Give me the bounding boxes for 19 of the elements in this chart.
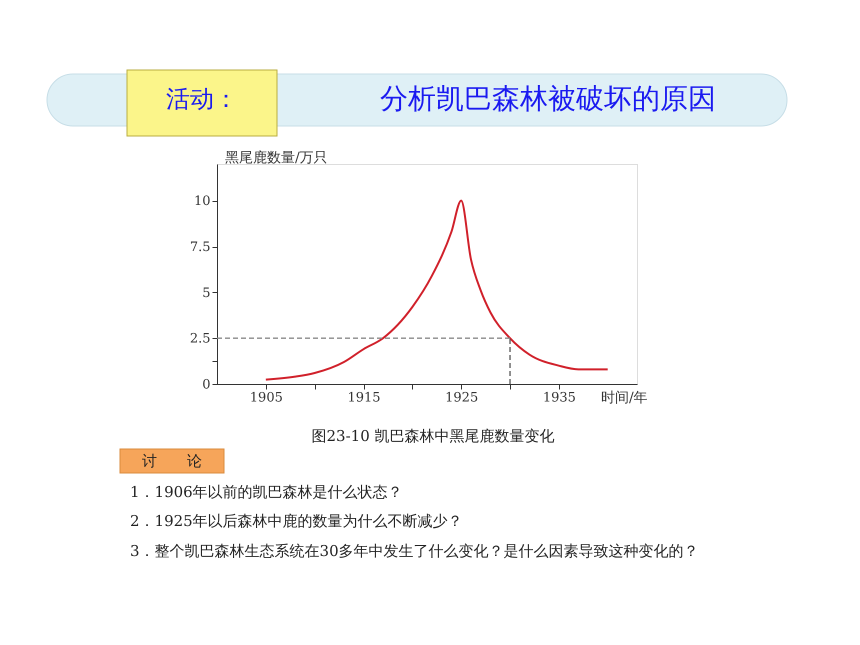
x-tick-label: 1905 bbox=[250, 390, 283, 406]
y-tick-label: 10 bbox=[194, 194, 210, 210]
x-axis-title: 时间/年 bbox=[601, 390, 648, 406]
y-tick-label: 7.5 bbox=[190, 240, 210, 255]
text: 讨 论 bbox=[142, 452, 202, 470]
x-tick-label: 1915 bbox=[347, 390, 381, 406]
text: 3．整个凯巴森林生态系统在30多年中发生了什么变化？是什么因素导致这种变化的？ bbox=[130, 542, 699, 560]
y-tick-label: 2.5 bbox=[190, 332, 210, 347]
y-tick-label: 5 bbox=[202, 286, 210, 301]
line-series bbox=[264, 200, 609, 381]
text: 1．1906年以前的凯巴森林是什么状态？ bbox=[130, 483, 403, 501]
y-axis-title: 黑尾鹿数量/万只 bbox=[225, 150, 328, 166]
x-tick-label: 1935 bbox=[542, 390, 576, 406]
x-tick-label: 1925 bbox=[445, 390, 478, 406]
chart-title: 分析凯巴森林被破坏的原因 bbox=[380, 82, 716, 115]
y-tick-label: 0 bbox=[202, 378, 210, 392]
text: 活动： bbox=[166, 85, 238, 113]
caption: 图23-10 凯巴森林中黑尾鹿数量变化 bbox=[311, 427, 555, 445]
text: 2．1925年以后森林中鹿的数量为什么不断减少？ bbox=[130, 512, 463, 530]
